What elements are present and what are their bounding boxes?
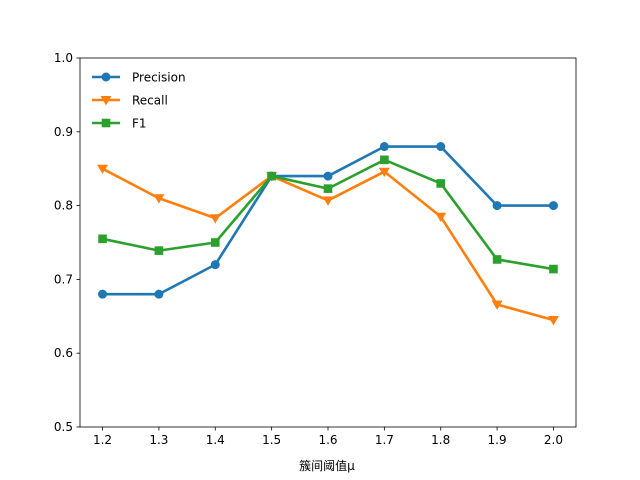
x-tick-label: 1.8: [431, 433, 450, 447]
data-point-precision: [436, 142, 446, 152]
data-point-recall: [435, 212, 447, 223]
data-point-f1: [154, 246, 164, 255]
data-point-precision: [210, 260, 220, 270]
legend-marker-recall: [100, 96, 112, 106]
data-point-f1: [323, 184, 333, 193]
data-point-f1: [380, 155, 389, 165]
x-tick-label: 1.3: [149, 433, 168, 447]
data-point-recall: [547, 316, 559, 326]
x-tick-label: 1.4: [206, 433, 225, 447]
series-line-precision: [101, 145, 555, 296]
data-point-recall: [378, 167, 390, 178]
data-point-precision: [379, 142, 389, 152]
x-tick-label: 2.0: [544, 433, 563, 447]
data-point-f1: [492, 255, 502, 264]
x-tick-label: 1.5: [262, 433, 281, 447]
data-point-f1: [436, 179, 446, 188]
y-tick-label: 0.6: [54, 346, 73, 360]
data-point-recall: [209, 214, 221, 224]
data-point-precision: [323, 171, 333, 181]
data-point-precision: [492, 201, 502, 211]
data-point-precision: [154, 289, 164, 299]
data-point-precision: [548, 201, 558, 211]
data-point-f1: [210, 238, 220, 247]
series-layer: [97, 142, 559, 326]
legend-label-precision: Precision: [132, 71, 186, 85]
legend-label-f1: F1: [132, 117, 147, 131]
x-tick-label: 1.9: [488, 433, 507, 447]
y-tick-label: 0.5: [54, 420, 73, 434]
legend-entry-f1: F1: [92, 117, 147, 131]
legend-label-recall: Recall: [132, 94, 168, 108]
legend: Precision Recall F1: [92, 71, 186, 131]
data-point-f1: [98, 234, 107, 244]
series-precision: [98, 142, 558, 299]
y-tick-label: 0.9: [54, 125, 73, 139]
y-tick-label: 0.7: [54, 272, 73, 286]
data-point-recall: [97, 164, 109, 175]
plot-frame: [79, 57, 577, 428]
y-tick-label: 0.8: [54, 199, 73, 213]
axes: 1.2 1.3 1.4 1.5 1.6 1.7 1.8 1.9 2.0 0.5 0.6 0.7 0.8 0…: [54, 51, 577, 447]
series-recall: [97, 164, 559, 326]
x-tick-label: 1.6: [318, 433, 337, 447]
data-point-f1: [267, 171, 276, 181]
legend-entry-precision: Precision: [92, 71, 186, 85]
legend-marker-precision: [101, 72, 111, 82]
data-point-f1: [549, 264, 558, 274]
y-tick-label: 1.0: [54, 51, 73, 65]
legend-entry-recall: Recall: [92, 94, 168, 108]
x-axis-label: 簇间阈值μ: [299, 458, 355, 473]
data-point-recall: [322, 196, 334, 206]
x-tick-label: 1.7: [375, 433, 394, 447]
x-tick-label: 1.2: [93, 433, 112, 447]
data-point-recall: [491, 300, 503, 310]
data-point-precision: [98, 289, 108, 299]
data-point-recall: [153, 194, 165, 204]
series-f1: [98, 155, 558, 274]
legend-marker-f1: [101, 118, 111, 128]
